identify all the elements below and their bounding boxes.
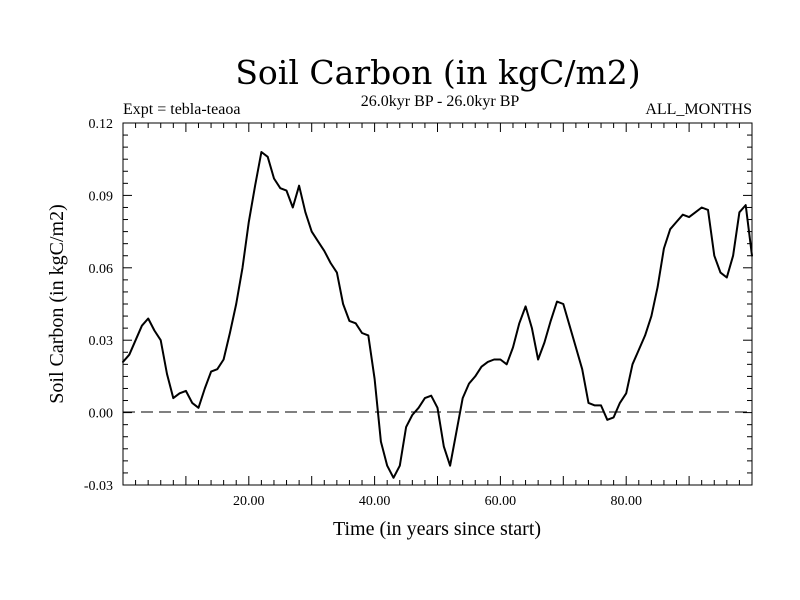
plot-frame — [122, 122, 753, 486]
y-tick-label: 0.03 — [89, 334, 114, 349]
y-tick-label: 0.09 — [89, 189, 114, 204]
y-tick-label: 0.06 — [89, 262, 114, 277]
chart-title: Soil Carbon (in kgC/m2) — [235, 53, 640, 92]
months-label: ALL_MONTHS — [645, 101, 752, 118]
x-axis-label: Time (in years since start) — [333, 518, 541, 540]
y-axis-label: Soil Carbon (in kgC/m2) — [46, 204, 68, 403]
y-tick-label: -0.03 — [84, 479, 113, 494]
axis-ticks — [122, 122, 753, 486]
x-tick-label: 60.00 — [485, 494, 517, 509]
experiment-label: Expt = tebla-teaoa — [123, 101, 240, 118]
x-tick-label: 20.00 — [233, 494, 265, 509]
y-tick-label: 0.00 — [89, 407, 114, 422]
soil-carbon-series-line — [122, 151, 753, 479]
y-tick-label: 0.12 — [89, 117, 114, 132]
period-label: 26.0kyr BP - 26.0kyr BP — [361, 93, 520, 110]
x-tick-label: 40.00 — [359, 494, 391, 509]
axis-tick-labels: 20.00 40.00 60.00 80.00 -0.03 0.00 0.03 0.06 0.0… — [84, 117, 642, 509]
x-tick-label: 80.00 — [610, 494, 642, 509]
